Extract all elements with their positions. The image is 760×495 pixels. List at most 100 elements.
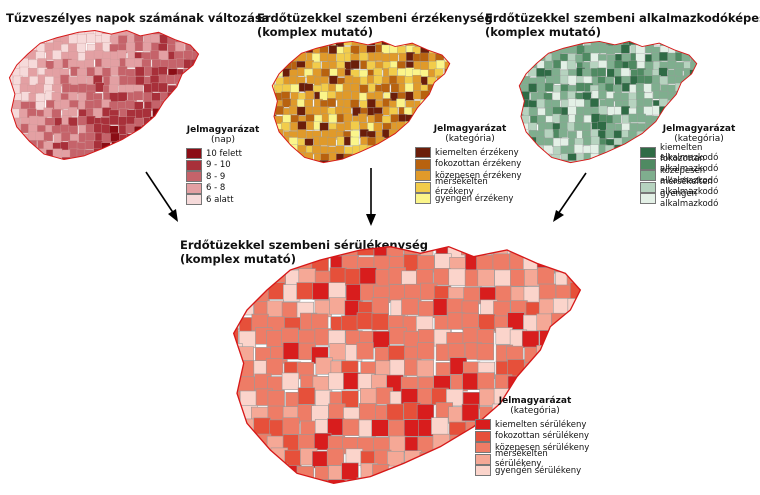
district-cell (233, 299, 239, 318)
district-cell (326, 448, 345, 466)
district-cell (159, 115, 169, 125)
district-cell (239, 267, 257, 286)
district-cell (574, 144, 584, 154)
district-cell (375, 479, 393, 484)
district-cell (174, 74, 184, 85)
district-cell (265, 358, 284, 376)
district-cell (35, 131, 45, 142)
district-cell (451, 53, 460, 62)
district-cell (576, 106, 585, 116)
district-cell (620, 146, 630, 155)
district-cell (158, 66, 168, 76)
district-cell (582, 52, 592, 62)
district-cell (539, 481, 557, 484)
district-cell (305, 106, 314, 116)
district-cell (239, 465, 258, 483)
legend-swatch (415, 181, 431, 193)
district-cell (452, 114, 461, 123)
district-cell (450, 100, 459, 109)
district-cell (233, 432, 240, 450)
district-cell (68, 34, 78, 45)
district-cell (268, 246, 287, 258)
district-cell (125, 58, 135, 68)
district-cell (682, 41, 692, 48)
map-title-vulnerability: Erdőtüzekkel szembeni sérülékenység (kom… (180, 238, 428, 266)
district-cell (667, 114, 677, 124)
district-cell (691, 75, 697, 85)
district-cell (404, 151, 414, 161)
legend-label: kiemelten érzékeny (435, 147, 519, 158)
district-cell (319, 160, 329, 163)
district-cell (175, 157, 185, 160)
district-cell (233, 246, 239, 257)
district-cell (337, 67, 346, 77)
district-cell (682, 91, 692, 101)
district-cell (551, 160, 561, 163)
district-cell (628, 113, 638, 123)
legend-swatch (640, 181, 656, 193)
district-cell (266, 481, 284, 484)
district-cell (182, 99, 193, 110)
district-cell (374, 91, 384, 101)
district-cell (396, 145, 406, 155)
district-cell (282, 417, 300, 435)
district-cell (344, 268, 363, 286)
district-cell (166, 30, 177, 36)
district-cell (251, 268, 269, 286)
district-cell (590, 98, 599, 108)
district-cell (568, 246, 581, 260)
district-cell (272, 130, 276, 140)
legend-item: kiemelten sérülékeny (475, 419, 595, 431)
district-cell (275, 105, 284, 115)
district-cell (388, 67, 398, 77)
district-cell (404, 145, 414, 155)
district-cell (681, 107, 691, 117)
district-cell (389, 75, 398, 85)
district-cell (95, 82, 105, 93)
district-cell (452, 92, 461, 101)
district-cell (405, 91, 415, 101)
legend-item: 6 - 8 (186, 182, 260, 195)
district-cell (327, 53, 337, 63)
district-cell (9, 51, 14, 61)
district-cell (345, 482, 363, 484)
district-cell (176, 134, 186, 144)
district-cell (12, 44, 22, 54)
district-cell (586, 240, 603, 255)
legend-label: fokozottan alkalmazkodó (660, 154, 719, 175)
legend-subheading: (nap) (211, 135, 235, 145)
district-cell (85, 50, 95, 61)
district-cell (559, 41, 569, 47)
district-cell (427, 100, 437, 109)
district-cell (683, 114, 693, 124)
district-cell (582, 68, 592, 78)
district-cell (552, 246, 570, 257)
district-cell (431, 387, 449, 406)
district-cell (449, 463, 468, 481)
district-cell (283, 477, 301, 484)
district-cell (68, 43, 78, 53)
district-cell (328, 372, 346, 390)
district-cell (613, 92, 623, 102)
district-cell (191, 84, 199, 94)
district-cell (667, 106, 676, 115)
district-cell (444, 53, 450, 63)
district-cell (43, 107, 54, 118)
district-cell (236, 360, 255, 378)
district-cell (551, 312, 569, 331)
district-cell (690, 41, 697, 48)
district-cell (536, 345, 554, 363)
district-cell (452, 76, 461, 85)
district-cell (552, 41, 562, 46)
district-cell (11, 156, 22, 160)
district-cell (329, 267, 347, 285)
district-cell (388, 137, 398, 147)
district-cell (12, 52, 22, 62)
district-cell (435, 113, 445, 123)
district-cell (9, 34, 14, 45)
district-cell (149, 116, 160, 126)
district-cell (12, 142, 22, 152)
district-cell (76, 33, 87, 44)
district-cell (691, 115, 697, 124)
legend-swatch (640, 158, 656, 170)
